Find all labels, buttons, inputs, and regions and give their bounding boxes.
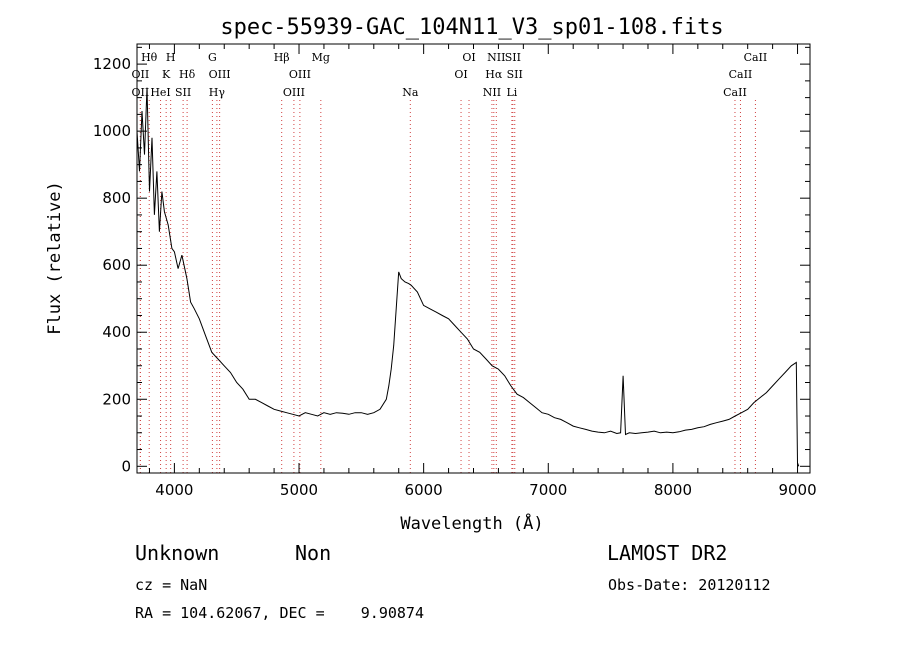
spectral-line-label: SII <box>175 86 191 99</box>
y-tick-label: 1000 <box>93 122 131 140</box>
spectral-line-label: OII <box>132 68 150 81</box>
spectral-line-label: OI <box>454 68 467 81</box>
spectral-line-label: CaII <box>729 68 753 81</box>
y-tick-label: 0 <box>121 457 131 475</box>
x-tick-label: 8000 <box>654 481 692 499</box>
spectral-line-label: NII <box>483 86 501 99</box>
spectral-line-label: CaII <box>723 86 747 99</box>
spectral-line-label: G <box>208 51 217 64</box>
spectral-line-label: OI <box>462 51 475 64</box>
spectral-line-label: SII <box>507 68 523 81</box>
x-tick-label: 5000 <box>280 481 318 499</box>
y-axis-label: Flux (relative) <box>45 181 65 335</box>
spectrum-line-0 <box>136 87 800 467</box>
spectral-line-label: HeI <box>150 86 170 99</box>
x-tick-label: 7000 <box>529 481 567 499</box>
plot-frame <box>136 43 811 474</box>
spectral-line-label: Hθ <box>141 51 158 64</box>
axis-ticks: 4000 5000 6000 7000 8000 9000 0 200 400 600 800 100… <box>93 44 817 499</box>
chart-title: spec-55939-GAC_104N11_V3_sp01-108.fits <box>220 15 723 40</box>
spectrum-series <box>136 87 800 467</box>
spectral-line-label: Na <box>402 86 419 99</box>
spectral-line-label: Mg <box>312 51 330 64</box>
spectral-line-label: OII <box>132 86 150 99</box>
spectral-line-label: OIII <box>289 68 311 81</box>
x-tick-label: 6000 <box>405 481 443 499</box>
spectral-line-label: SII <box>505 51 521 64</box>
spectral-line-label: Li <box>506 86 517 99</box>
spectral-line-label: Hα <box>485 68 503 81</box>
y-tick-label: 800 <box>102 189 131 207</box>
spectral-line-label: CaII <box>744 51 768 64</box>
coordinates-label: RA = 104.62067, DEC = 9.90874 <box>135 604 424 622</box>
x-tick-label: 9000 <box>778 481 816 499</box>
spectral-line-label: Hγ <box>209 86 226 99</box>
spectral-line-label: H <box>166 51 176 64</box>
x-axis-label: Wavelength (Å) <box>400 512 543 534</box>
y-tick-label: 1200 <box>93 55 131 73</box>
y-tick-label: 400 <box>102 323 131 341</box>
spectral-line-label: OIII <box>209 68 231 81</box>
spectral-line-label: Hβ <box>274 51 290 64</box>
y-tick-label: 600 <box>102 256 131 274</box>
survey-label: LAMOST DR2 <box>607 541 728 565</box>
spectral-line-label: Hδ <box>179 68 196 81</box>
redshift-label: cz = NaN <box>135 576 208 594</box>
obs-date-label: Obs-Date: 20120112 <box>608 576 771 594</box>
subclass-label: Non <box>295 541 332 565</box>
x-tick-label: 4000 <box>155 481 193 499</box>
class-label: Unknown <box>135 541 220 565</box>
spectral-line-label: K <box>162 68 171 81</box>
spectral-line-label: NII <box>487 51 505 64</box>
y-tick-label: 200 <box>102 390 131 408</box>
spectral-line-label: OIII <box>283 86 305 99</box>
